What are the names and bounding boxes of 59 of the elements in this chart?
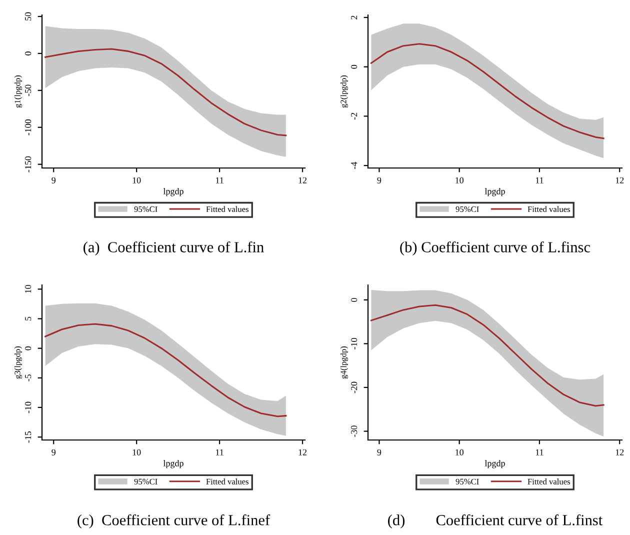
x-axis-title: lpgdp (484, 460, 505, 468)
x-tick-label: 9 (52, 449, 56, 456)
y-tick-label: -5 (25, 374, 32, 382)
y-tick-label: -20 (351, 382, 358, 394)
x-tick-label: 11 (536, 177, 544, 184)
text: (a) Coefficient curve of L.fin (84, 241, 264, 256)
text: (d) Coefficient curve of L.finst (388, 514, 603, 528)
x-tick-label: 9 (377, 177, 382, 184)
line-series (44, 48, 287, 136)
legend-label: Fitted values (206, 206, 248, 212)
y-tick-label: 0 (25, 52, 32, 56)
y-tick-label: 0 (25, 346, 32, 350)
y-tick-label: 0 (351, 298, 358, 302)
y-tick-label: -15 (25, 431, 32, 443)
line-series (370, 43, 604, 140)
y-axis-title: g4(lpgdp) (340, 346, 348, 379)
y-tick-label: -30 (351, 426, 358, 437)
text: 95%CI (134, 478, 158, 484)
text: 95%CI (456, 206, 479, 212)
x-axis-title: lpgdp (163, 460, 184, 468)
y-tick-label: -10 (351, 338, 358, 350)
x-tick-label: 10 (132, 177, 141, 184)
y-axis-title: g3(lpgdp) (14, 346, 22, 379)
x-tick-label: 12 (616, 449, 624, 456)
legend-label: Fitted values (528, 478, 570, 484)
y-tick-label: -150 (25, 156, 32, 172)
x-tick-label: 10 (456, 177, 464, 184)
x-tick-label: 11 (536, 449, 544, 456)
y-tick-label: 5 (25, 316, 32, 320)
line-series (44, 323, 287, 418)
x-tick-label: 9 (377, 449, 382, 456)
y-tick-label: -2 (351, 112, 358, 120)
x-axis-title: lpgdp (484, 188, 505, 196)
x-tick-label: 12 (298, 449, 307, 456)
legend-label: Fitted values (528, 206, 570, 212)
line-series (370, 304, 604, 407)
x-tick-label: 10 (456, 449, 464, 456)
y-tick-label: 50 (25, 12, 32, 20)
x-tick-label: 12 (616, 177, 624, 184)
text: (c) Coefficient curve of L.finef (78, 514, 270, 528)
x-tick-label: 9 (52, 177, 56, 184)
x-tick-label: 10 (132, 449, 141, 456)
x-tick-label: 12 (298, 177, 307, 184)
y-axis-title: g1(lpgdp) (14, 75, 22, 108)
text: (b) Coefficient curve of L.finsc (400, 241, 590, 256)
y-tick-label: 2 (351, 16, 358, 20)
y-tick-label: 10 (25, 284, 32, 293)
legend-label: Fitted values (206, 478, 248, 484)
y-tick-label: -10 (25, 402, 32, 414)
y-tick-label: -50 (25, 84, 32, 96)
y-axis-title: g2(lpgdp) (340, 75, 348, 108)
x-axis-title: lpgdp (163, 188, 184, 196)
y-tick-label: 0 (351, 64, 358, 69)
x-tick-label: 11 (216, 449, 224, 456)
text: 95%CI (456, 478, 479, 484)
x-tick-label: 11 (216, 177, 224, 184)
text: 95%CI (134, 206, 158, 212)
y-tick-label: -4 (351, 162, 358, 169)
y-tick-label: -100 (25, 119, 32, 136)
